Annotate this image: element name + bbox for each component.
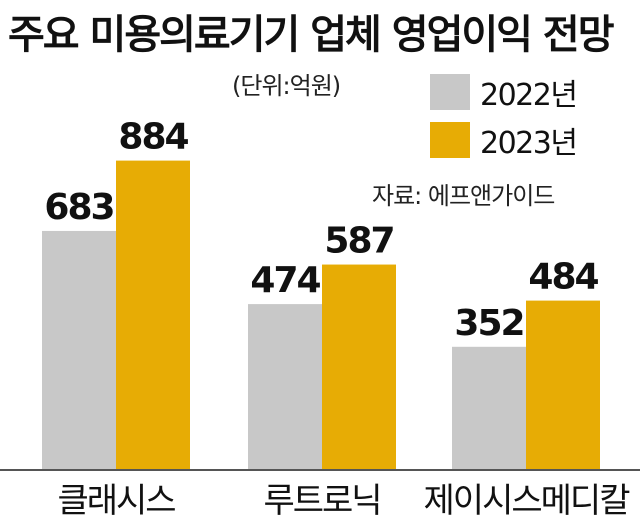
legend-label-2022: 2022년 bbox=[480, 78, 578, 113]
value-label-2023-2: 587 bbox=[324, 221, 393, 262]
bar-2022-2 bbox=[248, 304, 322, 470]
category-label-3: 제이시스메디칼 bbox=[424, 481, 631, 521]
bar-2022-1 bbox=[42, 230, 116, 470]
value-label-2022-3: 352 bbox=[454, 303, 523, 344]
legend-item-2022: 2022년 bbox=[430, 74, 578, 113]
bar-2023-3 bbox=[526, 300, 600, 470]
bar-2023-1 bbox=[116, 160, 190, 470]
chart-title: 주요 미용의료기기 업체 영업이익 전망 bbox=[8, 12, 615, 58]
bar-2022-3 bbox=[452, 346, 526, 470]
category-label-1: 클래시스 bbox=[57, 481, 175, 521]
value-label-2022-1: 683 bbox=[44, 187, 113, 228]
bar-2023-2 bbox=[322, 264, 396, 470]
value-label-2022-2: 474 bbox=[250, 260, 320, 301]
unit-label: (단위:억원) bbox=[232, 72, 341, 100]
value-label-2023-3: 484 bbox=[528, 257, 598, 298]
category-label-2: 루트로닉 bbox=[263, 481, 380, 521]
legend-label-2023: 2023년 bbox=[480, 126, 578, 161]
legend-swatch-2023 bbox=[430, 122, 470, 158]
value-label-2023-1: 884 bbox=[118, 117, 188, 158]
legend-item-2023: 2023년 bbox=[430, 122, 578, 161]
legend-swatch-2022 bbox=[430, 74, 470, 110]
source-note: 자료: 에프앤가이드 bbox=[372, 182, 555, 210]
